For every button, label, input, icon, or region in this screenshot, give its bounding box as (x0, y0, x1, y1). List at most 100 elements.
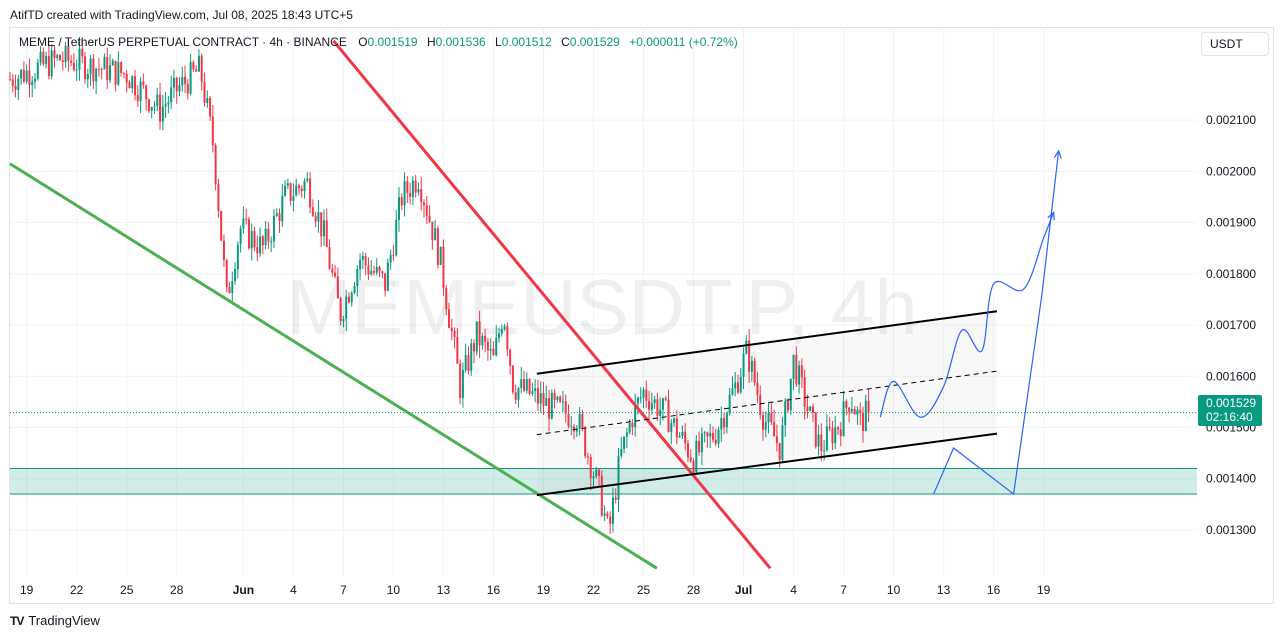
candle-body (686, 443, 689, 458)
candle-body (245, 218, 248, 220)
candle-body (725, 413, 728, 428)
candle-body (806, 406, 809, 411)
y-tick-label: 0.001600 (1206, 369, 1256, 383)
candle-body (95, 68, 98, 82)
candle-body (39, 51, 42, 63)
candle-body (172, 77, 175, 88)
candle-body (495, 337, 498, 356)
price-chart[interactable]: MEMEUSDT.P, 4h0.0013000.0014000.0015000.… (0, 0, 1283, 610)
y-tick-label: 0.002100 (1206, 113, 1256, 127)
candle-body (820, 434, 823, 452)
candle-body (106, 56, 109, 81)
candle-body (436, 228, 439, 265)
candle-body (431, 221, 434, 241)
close-value: 0.001529 (569, 35, 620, 49)
last-price-badge: 0.001529 02:16:40 (1198, 395, 1262, 426)
candle-body (320, 212, 323, 237)
candle-body (86, 73, 89, 80)
candle-body (611, 497, 614, 524)
candle-body (584, 427, 587, 457)
candle-body (178, 85, 181, 92)
candle-body (339, 298, 342, 322)
candle-body (500, 329, 503, 334)
candle-body (9, 79, 11, 81)
candle-body (359, 259, 362, 269)
candle-body (153, 105, 156, 108)
candle-body (75, 69, 78, 71)
candle-body (331, 268, 334, 273)
candle-body (220, 211, 223, 241)
candle-body (47, 56, 50, 77)
candle-body (334, 272, 337, 277)
candle-body (736, 382, 739, 393)
candle-body (372, 271, 375, 273)
candle-body (506, 326, 509, 350)
candle-body (284, 185, 287, 196)
candle-body (81, 48, 84, 57)
candle-body (59, 55, 62, 61)
candle-body (200, 55, 203, 82)
green-trendline (9, 162, 658, 570)
candle-body (620, 448, 623, 456)
candle-body (325, 220, 328, 248)
candle-body (70, 60, 73, 63)
candle-body (475, 321, 478, 352)
candle-body (384, 273, 387, 291)
candle-body (684, 431, 687, 444)
candle-body (520, 379, 523, 389)
candle-body (206, 98, 209, 103)
tradingview-footer[interactable]: TV TradingView (10, 613, 100, 628)
candle-body (739, 376, 742, 393)
candle-body (139, 81, 142, 102)
candle-body (434, 228, 437, 241)
symbol-description[interactable]: MEME / TetherUS PERPETUAL CONTRACT · 4h … (19, 35, 347, 49)
candle-body (378, 266, 381, 272)
x-tick-label: 10 (387, 583, 401, 597)
candle-body (342, 319, 345, 322)
candle-body (89, 58, 92, 74)
y-tick-label: 0.002000 (1206, 164, 1256, 178)
close-label: C (561, 35, 570, 49)
candle-body (823, 450, 826, 452)
candle-body (423, 202, 426, 206)
candle-body (603, 513, 606, 516)
candle-body (828, 426, 831, 429)
candle-body (831, 428, 834, 444)
currency-button[interactable]: USDT (1201, 32, 1269, 56)
candle-body (311, 207, 314, 216)
candle-body (867, 400, 870, 413)
candle-body (367, 265, 370, 275)
candle-body (78, 48, 81, 70)
candle-body (659, 409, 662, 416)
candle-body (553, 392, 556, 400)
candle-body (648, 400, 651, 410)
candle-body (617, 455, 620, 500)
candle-body (817, 434, 820, 447)
x-tick-label: 22 (587, 583, 601, 597)
candle-body (247, 219, 250, 249)
candle-body (128, 82, 131, 89)
candle-body (297, 185, 300, 189)
candle-body (192, 62, 195, 70)
candle-body (109, 65, 112, 81)
candle-body (853, 408, 856, 415)
candle-body (328, 247, 331, 269)
candle-body (742, 353, 745, 377)
candle-body (125, 73, 128, 83)
candle-body (56, 55, 59, 58)
last-price-value: 0.001529 (1206, 396, 1257, 410)
candle-body (545, 398, 548, 406)
candle-body (609, 516, 612, 524)
candle-body (678, 435, 681, 438)
candle-body (31, 81, 34, 86)
candle-body (72, 62, 75, 71)
channel-lower-line (536, 432, 998, 497)
candle-body (97, 68, 100, 70)
x-tick-label: Jun (233, 583, 254, 597)
support-zone (10, 468, 1197, 495)
low-label: L (495, 35, 502, 49)
candle-body (661, 398, 664, 410)
candle-body (450, 327, 453, 332)
candle-body (542, 393, 545, 406)
candle-body (281, 195, 284, 222)
